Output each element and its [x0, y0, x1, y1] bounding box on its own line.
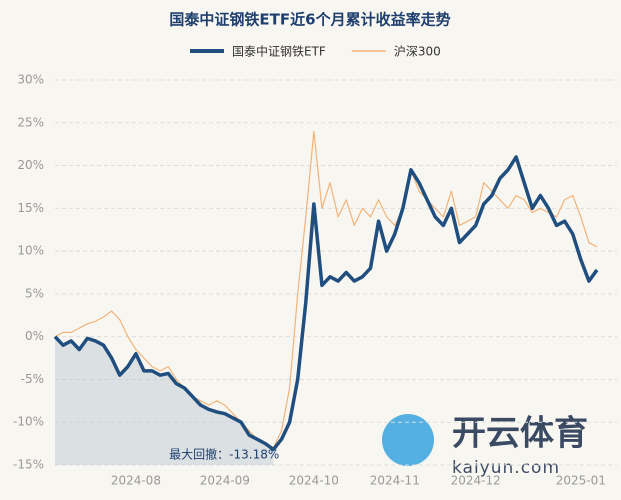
legend-label: 沪深300: [394, 45, 441, 59]
y-tick-label: -5%: [21, 372, 44, 386]
x-tick-label: 2024-11: [370, 474, 420, 488]
y-tick-label: 20%: [17, 158, 44, 172]
x-tick-label: 2024-09: [200, 474, 250, 488]
x-tick-label: 2024-08: [111, 474, 161, 488]
y-tick-label: -15%: [13, 458, 44, 472]
watermark-logo: [382, 414, 434, 466]
series-line: [54, 130, 598, 449]
watermark-url: kaiyun.com: [452, 458, 560, 478]
x-tick-label: 2024-10: [289, 474, 339, 488]
x-tick-label: 2025-01: [556, 474, 606, 488]
y-tick-label: 0%: [25, 329, 44, 343]
chart-title: 国泰中证钢铁ETF近6个月累计收益率走势: [169, 11, 450, 29]
watermark: 开云体育: [452, 414, 588, 454]
x-tick-label: 2024-12: [451, 474, 501, 488]
drawdown-area: [55, 336, 274, 465]
annotation: 最大回撤：-13.18%: [169, 447, 279, 462]
y-tick-label: 10%: [17, 244, 44, 258]
y-tick-label: -10%: [13, 415, 44, 429]
legend-label: 国泰中证钢铁ETF: [232, 44, 326, 59]
y-tick-label: 30%: [17, 73, 44, 87]
series-line: [53, 155, 599, 452]
y-tick-label: 5%: [25, 286, 44, 300]
y-tick-label: 15%: [17, 201, 44, 215]
y-tick-label: 25%: [17, 115, 44, 129]
